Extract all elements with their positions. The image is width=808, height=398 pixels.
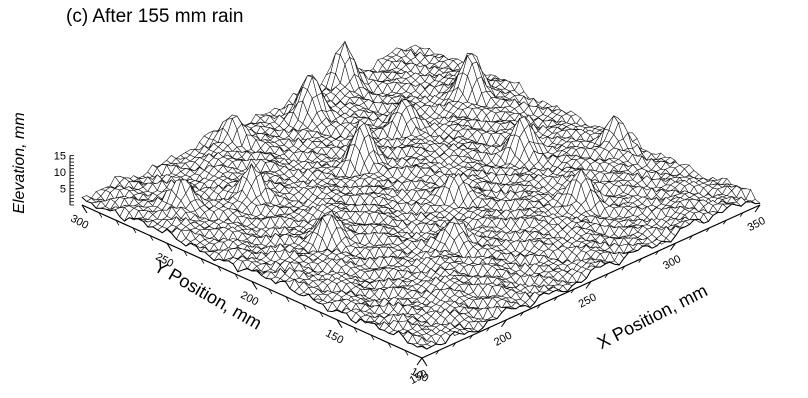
chart-title: (c) After 155 mm rain [66, 6, 243, 28]
